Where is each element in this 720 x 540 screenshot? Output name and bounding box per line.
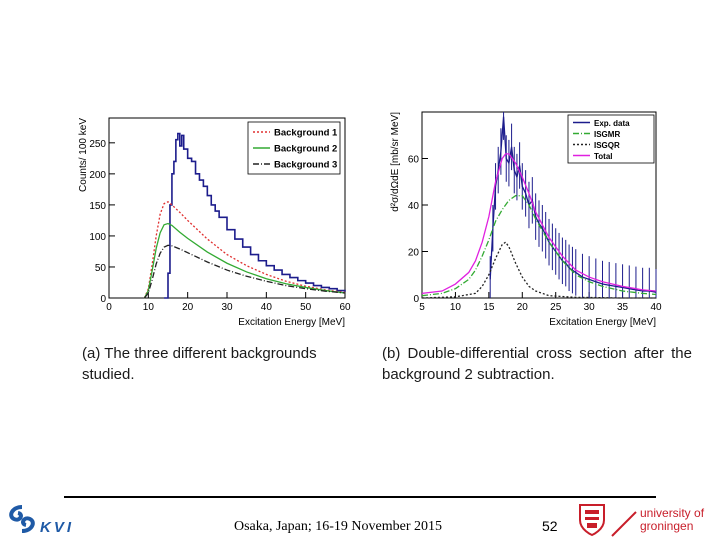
series-background-2 (143, 222, 346, 299)
legend-label: Background 2 (274, 144, 337, 155)
y-tick-label: 200 (89, 170, 106, 181)
x-tick-label: 35 (617, 302, 629, 313)
x-tick-label: 20 (517, 302, 529, 313)
x-tick-label: 60 (339, 302, 351, 313)
caption-b: (b) Double-differential cross section af… (382, 345, 692, 383)
y-tick-label: 20 (408, 248, 420, 259)
y-tick-label: 100 (89, 232, 106, 243)
x-tick-label: 15 (483, 302, 495, 313)
y-tick-label: 60 (408, 155, 420, 166)
y-tick-label: 150 (89, 201, 106, 212)
series-background-3 (143, 244, 346, 299)
y-tick-label: 50 (95, 263, 107, 274)
y-axis-label: d²σ/dΩdE [mb/sr MeV] (390, 112, 401, 212)
x-tick-label: 10 (143, 302, 155, 313)
series-isgqr (421, 241, 656, 299)
groningen-slash-icon (611, 511, 637, 537)
chart-backgrounds: 0 10 20 30 40 50 60 0 50 100 150 200 250 Excitation E… (78, 117, 351, 328)
x-tick-label: 30 (221, 302, 233, 313)
y-tick-label: 40 (408, 201, 420, 212)
groningen-logo-line2: groningen (640, 519, 694, 533)
x-tick-label: 30 (584, 302, 596, 313)
x-tick-label: 50 (300, 302, 312, 313)
legend-label: Exp. data (594, 119, 630, 128)
legend-label: ISGQR (594, 141, 620, 150)
legend-label: Total (594, 152, 613, 161)
series-background-1 (143, 201, 346, 299)
x-tick-label: 10 (450, 302, 462, 313)
y-tick-label: 250 (89, 139, 106, 150)
series-isgmr (421, 195, 657, 297)
legend-label: Background 3 (274, 160, 337, 171)
x-tick-label: 20 (182, 302, 194, 313)
footer-event: Osaka, Japan; 16-19 November 2015 (234, 519, 443, 534)
x-axis-label: Excitation Energy [MeV] (238, 317, 345, 328)
series-exp-data (164, 132, 346, 299)
series-exp-data (489, 116, 657, 293)
chart-cross-section: 5 10 15 20 25 30 35 40 0 20 40 60 Excitation Energy … (390, 111, 662, 328)
kvi-logo-text: KVI (40, 519, 75, 536)
y-tick-label: 0 (100, 294, 106, 305)
kvi-swirl-icon (9, 505, 35, 533)
x-tick-label: 25 (550, 302, 562, 313)
legend-label: ISGMR (594, 130, 620, 139)
page-number: 52 (542, 518, 558, 534)
x-tick-label: 40 (650, 302, 662, 313)
x-axis-label: Excitation Energy [MeV] (549, 317, 656, 328)
y-tick-label: 0 (413, 294, 419, 305)
x-tick-label: 40 (261, 302, 273, 313)
series-total (421, 153, 657, 294)
footer-divider (64, 496, 656, 498)
y-axis-label: Counts/ 100 keV (78, 118, 89, 192)
groningen-logo-line1: university of (640, 506, 705, 520)
x-tick-label: 0 (106, 302, 112, 313)
groningen-crest-icon (579, 504, 605, 537)
x-tick-label: 5 (419, 302, 425, 313)
legend-label: Background 1 (274, 128, 338, 139)
groningen-logo-text: university of groningen (640, 507, 704, 533)
caption-a: (a) The three different backgrounds stud… (82, 345, 317, 383)
